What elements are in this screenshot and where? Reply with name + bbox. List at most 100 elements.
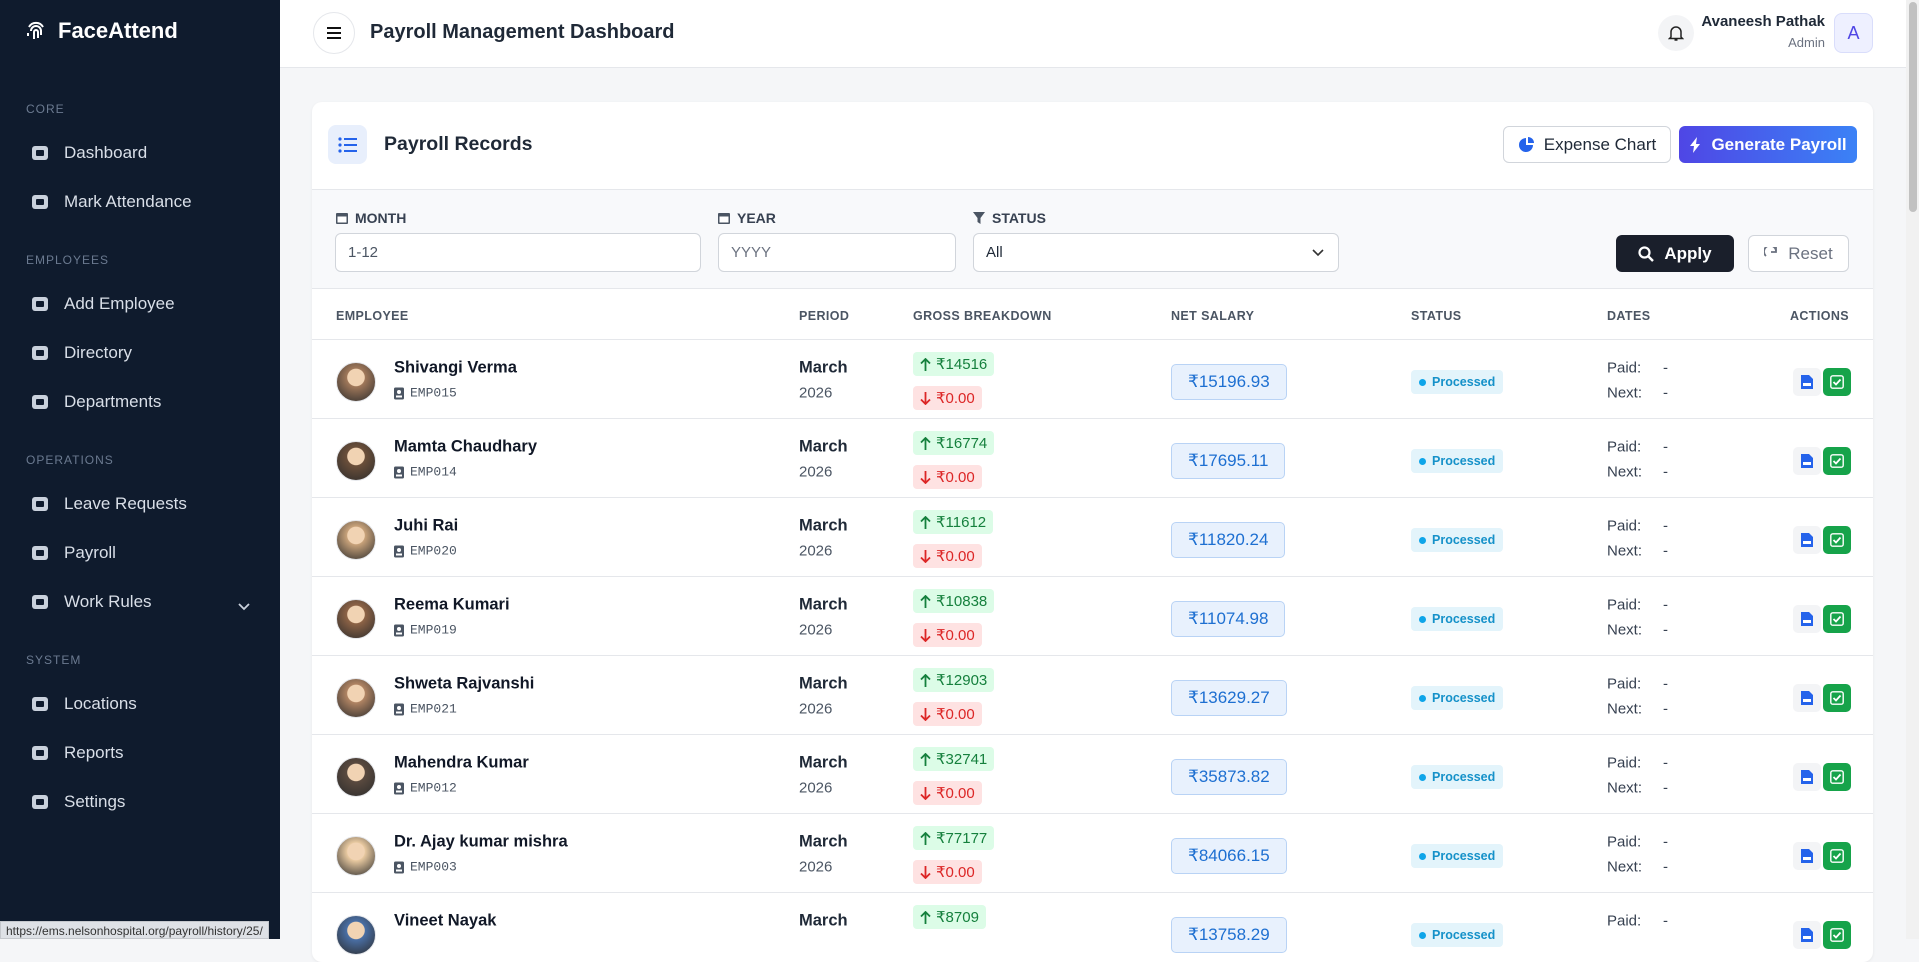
nav-item-label: Work Rules: [64, 591, 152, 611]
nav-item[interactable]: Payroll: [0, 528, 280, 577]
brand-name: FaceAttend: [58, 18, 178, 43]
nav-item[interactable]: Locations: [0, 679, 280, 728]
generate-payroll-button[interactable]: Generate Payroll: [1679, 126, 1857, 163]
gross-text: ₹8709: [936, 909, 979, 926]
employee-id: EMP014: [394, 465, 457, 480]
nav-item[interactable]: Directory: [0, 328, 280, 377]
nav-item[interactable]: Mark Attendance: [0, 177, 280, 226]
check-icon: [1830, 375, 1844, 389]
nav-icon: [32, 394, 48, 409]
mark-paid-button[interactable]: [1823, 842, 1851, 870]
pdf-button[interactable]: [1793, 526, 1821, 554]
gross-amount: ₹14516: [913, 352, 995, 376]
up-arrow: [920, 357, 931, 371]
pdf-button[interactable]: [1793, 447, 1821, 475]
year-input[interactable]: YYYY: [718, 233, 956, 272]
table-row: Mamta Chaudhary EMP014 March 2026 ₹16774 ₹0.0…: [312, 418, 1873, 497]
reset-button[interactable]: Reset: [1748, 235, 1849, 272]
pdf-button[interactable]: [1793, 842, 1821, 870]
nav-item[interactable]: Settings: [0, 777, 280, 826]
chevron-icon: [1312, 248, 1324, 256]
employee-id-text: EMP014: [410, 464, 457, 480]
status-badge: Processed: [1411, 370, 1504, 394]
employee-name: Reema Kumari: [394, 595, 510, 614]
employee-name: Dr. Ajay kumar mishra: [394, 832, 568, 851]
date-label: Next:: [1607, 779, 1643, 797]
period-month: March: [799, 437, 848, 456]
status-dot: [1419, 615, 1426, 623]
nav-item-label: Departments: [64, 391, 162, 411]
mark-paid-button[interactable]: [1823, 763, 1851, 791]
column-header: GROSS BREAKDOWN: [913, 309, 1052, 323]
down-arrow: [920, 549, 931, 563]
brand[interactable]: FaceAttend: [24, 18, 178, 44]
status-dot: [1419, 694, 1426, 702]
id-icon: [394, 466, 404, 478]
nav-item[interactable]: Reports: [0, 728, 280, 777]
employee-name: Vineet Nayak: [394, 911, 497, 930]
down-arrow: [920, 707, 931, 721]
status-text: Processed: [1432, 533, 1496, 547]
mark-paid-button[interactable]: [1823, 921, 1851, 949]
pdf-button[interactable]: [1793, 763, 1821, 791]
pdf-icon: [1801, 454, 1813, 468]
up-arrow: [920, 673, 931, 687]
nav-item-label: Directory: [64, 342, 133, 362]
date-value: -: [1663, 384, 1668, 402]
gross-amount: ₹16774: [913, 431, 995, 455]
period-month: March: [799, 358, 848, 377]
check-icon: [1830, 612, 1844, 626]
id-icon: [394, 782, 404, 794]
calendar-icon: [336, 213, 348, 224]
mark-paid-button[interactable]: [1823, 605, 1851, 633]
month-placeholder: 1-12: [348, 244, 379, 261]
notifications[interactable]: [1658, 15, 1694, 51]
date-value: -: [1663, 833, 1668, 851]
down-arrow: [920, 470, 931, 484]
nav-item-label: Settings: [64, 791, 126, 811]
month-label-group: MONTH: [336, 210, 406, 226]
gross-amount: ₹12903: [913, 668, 995, 692]
nav-expand: [238, 596, 250, 616]
gross-amount: ₹32741: [913, 747, 995, 771]
pdf-button[interactable]: [1793, 684, 1821, 712]
table-row: Dr. Ajay kumar mishra EMP003 March 2026 ₹771…: [312, 813, 1873, 892]
card-title: Payroll Records: [384, 133, 533, 155]
net-salary: ₹17695.11: [1171, 443, 1286, 479]
mark-paid-button[interactable]: [1823, 368, 1851, 396]
up-arrow: [920, 436, 931, 450]
pdf-button[interactable]: [1793, 921, 1821, 949]
scrollbar-thumb[interactable]: [1909, 2, 1917, 212]
brand-icon: [27, 21, 44, 39]
net-salary: ₹13629.27: [1171, 680, 1287, 716]
gross-amount: ₹11612: [913, 510, 994, 534]
employee-name: Shivangi Verma: [394, 358, 517, 377]
pdf-button[interactable]: [1793, 368, 1821, 396]
apply-button[interactable]: Apply: [1616, 235, 1734, 272]
employee-id-text: EMP012: [410, 780, 457, 796]
month-input[interactable]: 1-12: [335, 233, 701, 272]
nav-item[interactable]: Dashboard: [0, 128, 280, 177]
date-label: Next:: [1607, 700, 1643, 718]
pdf-button[interactable]: [1793, 605, 1821, 633]
mark-paid-button[interactable]: [1823, 526, 1851, 554]
nav-item-label: Dashboard: [64, 142, 148, 162]
nav-item[interactable]: Add Employee: [0, 279, 280, 328]
status-badge: Processed: [1411, 765, 1504, 789]
status-text: Processed: [1432, 770, 1496, 784]
date-label: Next:: [1607, 542, 1643, 560]
menu-toggle[interactable]: [313, 12, 355, 54]
mark-paid-button[interactable]: [1823, 684, 1851, 712]
date-label: Next:: [1607, 858, 1643, 876]
user-avatar[interactable]: A: [1834, 13, 1873, 53]
nav-item[interactable]: Leave Requests: [0, 479, 280, 528]
expense-chart-button[interactable]: Expense Chart: [1503, 126, 1671, 163]
check-icon: [1830, 849, 1844, 863]
mark-paid-button[interactable]: [1823, 447, 1851, 475]
status-select[interactable]: All: [973, 233, 1339, 272]
net-salary: ₹11074.98: [1171, 601, 1286, 637]
nav-item[interactable]: Work Rules: [0, 577, 280, 626]
month-label: MONTH: [355, 210, 407, 226]
deduction-amount: ₹0.00: [913, 781, 982, 805]
nav-item[interactable]: Departments: [0, 377, 280, 426]
